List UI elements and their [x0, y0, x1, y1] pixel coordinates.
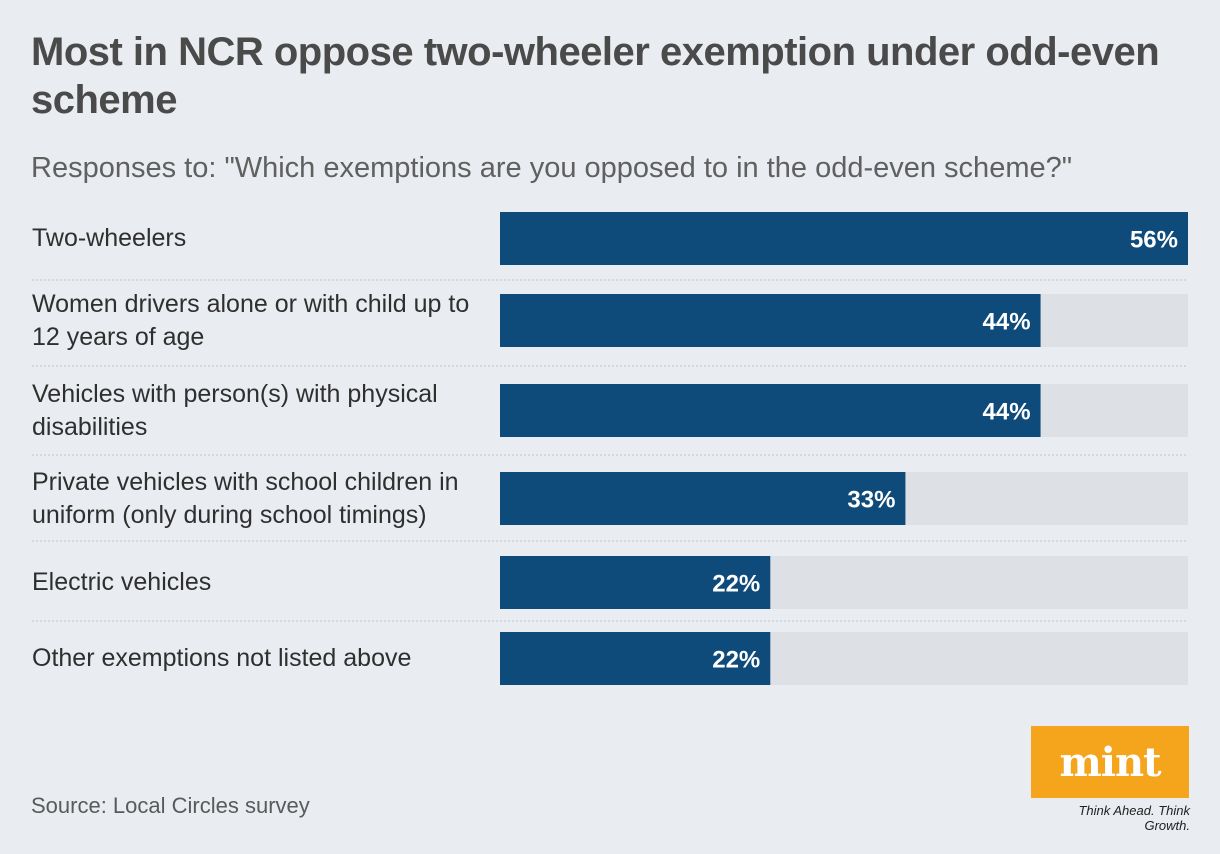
bar-value-label: 33% — [847, 487, 895, 514]
bar-value-label: 44% — [983, 399, 1031, 426]
chart-title: Most in NCR oppose two-wheeler exemption… — [31, 30, 1160, 122]
bar — [500, 556, 771, 609]
logo-wordmark: mint — [1059, 738, 1161, 786]
bar-value-label: 22% — [712, 647, 760, 674]
bar — [500, 294, 1041, 347]
bar — [500, 472, 906, 525]
bar-value-label: 44% — [983, 309, 1031, 336]
bar — [500, 212, 1188, 265]
category-label: Two-wheelers — [32, 224, 187, 252]
category-label: Vehicles with person(s) with physical di… — [32, 380, 438, 441]
bar-value-label: 22% — [712, 571, 760, 598]
category-label: Private vehicles with school children in… — [32, 468, 459, 529]
category-label: Women drivers alone or with child up to … — [32, 290, 470, 351]
mint-logo: mint — [1031, 726, 1189, 798]
chart-subtitle: Responses to: "Which exemptions are you … — [31, 152, 1073, 184]
category-label: Electric vehicles — [32, 568, 212, 596]
logo-tagline: Think Ahead. Think Growth. — [1078, 803, 1190, 833]
source-note: Source: Local Circles survey — [31, 793, 310, 818]
bar — [500, 632, 771, 685]
bar — [500, 384, 1041, 437]
bar-value-label: 56% — [1130, 227, 1178, 254]
category-label: Other exemptions not listed above — [32, 644, 412, 672]
